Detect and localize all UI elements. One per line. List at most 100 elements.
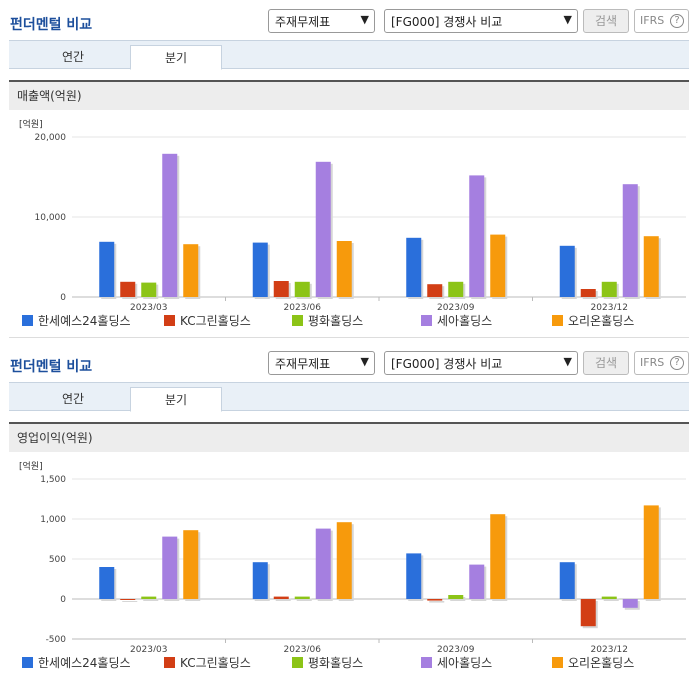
bar[interactable] xyxy=(273,281,289,297)
bar[interactable] xyxy=(294,281,310,297)
bar[interactable] xyxy=(469,175,485,297)
bar[interactable] xyxy=(315,161,331,297)
unit-label: [억원] xyxy=(19,118,43,130)
bar[interactable] xyxy=(448,595,464,599)
legend-label: 세아홀딩스 xyxy=(437,314,493,328)
bar[interactable] xyxy=(406,237,422,297)
statement-select-value: 주재무제표 xyxy=(275,357,331,371)
bar[interactable] xyxy=(601,281,617,297)
bar[interactable] xyxy=(448,281,464,297)
statement-select[interactable]: 주재무제표 ▼ xyxy=(268,9,375,33)
legend-item[interactable]: 세아홀딩스 xyxy=(421,654,492,671)
bar[interactable] xyxy=(427,284,443,297)
tab-quarterly[interactable]: 분기 xyxy=(130,45,222,70)
statement-select-value: 주재무제표 xyxy=(275,15,331,29)
legend-item[interactable]: KC그린홀딩스 xyxy=(164,312,251,329)
y-tick-label: 20,000 xyxy=(35,133,67,143)
chevron-down-icon: ▼ xyxy=(360,355,369,368)
bar[interactable] xyxy=(120,281,136,297)
tab-annual[interactable]: 연간 xyxy=(61,50,85,64)
chart-title: 매출액(억원) xyxy=(9,80,689,110)
bar[interactable] xyxy=(622,599,638,608)
bar[interactable] xyxy=(622,184,638,297)
chevron-down-icon: ▼ xyxy=(563,13,572,26)
bar[interactable] xyxy=(469,564,485,599)
bar[interactable] xyxy=(580,599,596,627)
statement-select[interactable]: 주재무제표 ▼ xyxy=(268,351,375,375)
bar[interactable] xyxy=(315,528,331,599)
bar[interactable] xyxy=(252,562,268,599)
bar[interactable] xyxy=(601,596,617,599)
bar[interactable] xyxy=(294,596,310,599)
bar[interactable] xyxy=(490,514,506,599)
legend-swatch xyxy=(421,657,432,668)
help-icon: ? xyxy=(670,14,684,28)
operating-profit-bar-chart: [억원] -500 0 500 1,000 1,500 2023/03 2023/06 2023… xyxy=(19,460,686,652)
bar[interactable] xyxy=(99,241,115,297)
y-tick-label: 0 xyxy=(60,595,66,605)
legend-item[interactable]: KC그린홀딩스 xyxy=(164,654,251,671)
legend-item[interactable]: 오리온홀딩스 xyxy=(552,312,634,329)
bar[interactable] xyxy=(99,567,115,599)
bar[interactable] xyxy=(183,530,199,599)
bar[interactable] xyxy=(141,282,157,297)
bar[interactable] xyxy=(559,562,575,599)
x-tick-label: 2023/12 xyxy=(591,645,628,652)
legend-item[interactable]: 평화홀딩스 xyxy=(292,312,363,329)
legend-label: KC그린홀딩스 xyxy=(180,656,251,670)
legend-swatch xyxy=(164,657,175,668)
search-button[interactable]: 검색 xyxy=(583,351,629,375)
bar[interactable] xyxy=(336,241,352,297)
x-tick-label: 2023/03 xyxy=(130,303,167,310)
chart-legend: 한세예스24홀딩스 KC그린홀딩스 평화홀딩스 세아홀딩스 오리온홀딩스 xyxy=(22,312,692,330)
bar[interactable] xyxy=(252,242,268,297)
legend-label: KC그린홀딩스 xyxy=(180,314,251,328)
y-tick-label: 0 xyxy=(60,293,66,303)
legend-item[interactable]: 한세예스24홀딩스 xyxy=(22,312,131,329)
x-tick-label: 2023/09 xyxy=(437,303,475,310)
legend-label: 오리온홀딩스 xyxy=(568,656,635,670)
bar-shadow xyxy=(296,598,312,601)
help-icon: ? xyxy=(670,356,684,370)
tab-annual[interactable]: 연간 xyxy=(61,392,85,406)
peer-group-select[interactable]: [FG000] 경쟁사 비교 ▼ xyxy=(384,9,578,33)
x-tick-label: 2023/06 xyxy=(284,645,322,652)
bar[interactable] xyxy=(406,553,422,599)
bar[interactable] xyxy=(273,596,289,599)
bar[interactable] xyxy=(643,236,659,297)
chevron-down-icon: ▼ xyxy=(360,13,369,26)
panel-title: 펀더멘털 비교 xyxy=(10,359,93,375)
bar[interactable] xyxy=(141,596,157,599)
ifrs-help-button[interactable]: IFRS? xyxy=(634,351,689,375)
chevron-down-icon: ▼ xyxy=(563,355,572,368)
bar[interactable] xyxy=(427,599,443,601)
ifrs-help-button[interactable]: IFRS? xyxy=(634,9,689,33)
legend-label: 평화홀딩스 xyxy=(308,656,364,670)
y-tick-label: 1,500 xyxy=(40,475,66,485)
legend-item[interactable]: 세아홀딩스 xyxy=(421,312,492,329)
bar[interactable] xyxy=(490,234,506,297)
x-tick-label: 2023/06 xyxy=(284,303,322,310)
tab-quarterly[interactable]: 분기 xyxy=(130,387,222,412)
legend-item[interactable]: 오리온홀딩스 xyxy=(552,654,634,671)
bar[interactable] xyxy=(120,599,136,600)
legend-swatch xyxy=(552,315,563,326)
search-button[interactable]: 검색 xyxy=(583,9,629,33)
unit-label: [억원] xyxy=(19,460,43,472)
bar[interactable] xyxy=(580,289,596,297)
ifrs-label: IFRS xyxy=(640,356,665,369)
peer-group-select[interactable]: [FG000] 경쟁사 비교 ▼ xyxy=(384,351,578,375)
bar-shadow xyxy=(275,598,291,601)
bar[interactable] xyxy=(336,522,352,599)
bar[interactable] xyxy=(162,153,178,297)
legend-item[interactable]: 평화홀딩스 xyxy=(292,654,363,671)
bar[interactable] xyxy=(162,536,178,599)
bar[interactable] xyxy=(643,505,659,599)
legend-swatch xyxy=(164,315,175,326)
bar[interactable] xyxy=(559,245,575,297)
x-tick-label: 2023/09 xyxy=(437,645,475,652)
sales-bar-chart: [억원] 0 10,000 20,000 2023/03 2023/06 2023/09 20… xyxy=(19,118,686,310)
legend-item[interactable]: 한세예스24홀딩스 xyxy=(22,654,131,671)
bar[interactable] xyxy=(183,244,199,297)
legend-label: 오리온홀딩스 xyxy=(568,314,635,328)
